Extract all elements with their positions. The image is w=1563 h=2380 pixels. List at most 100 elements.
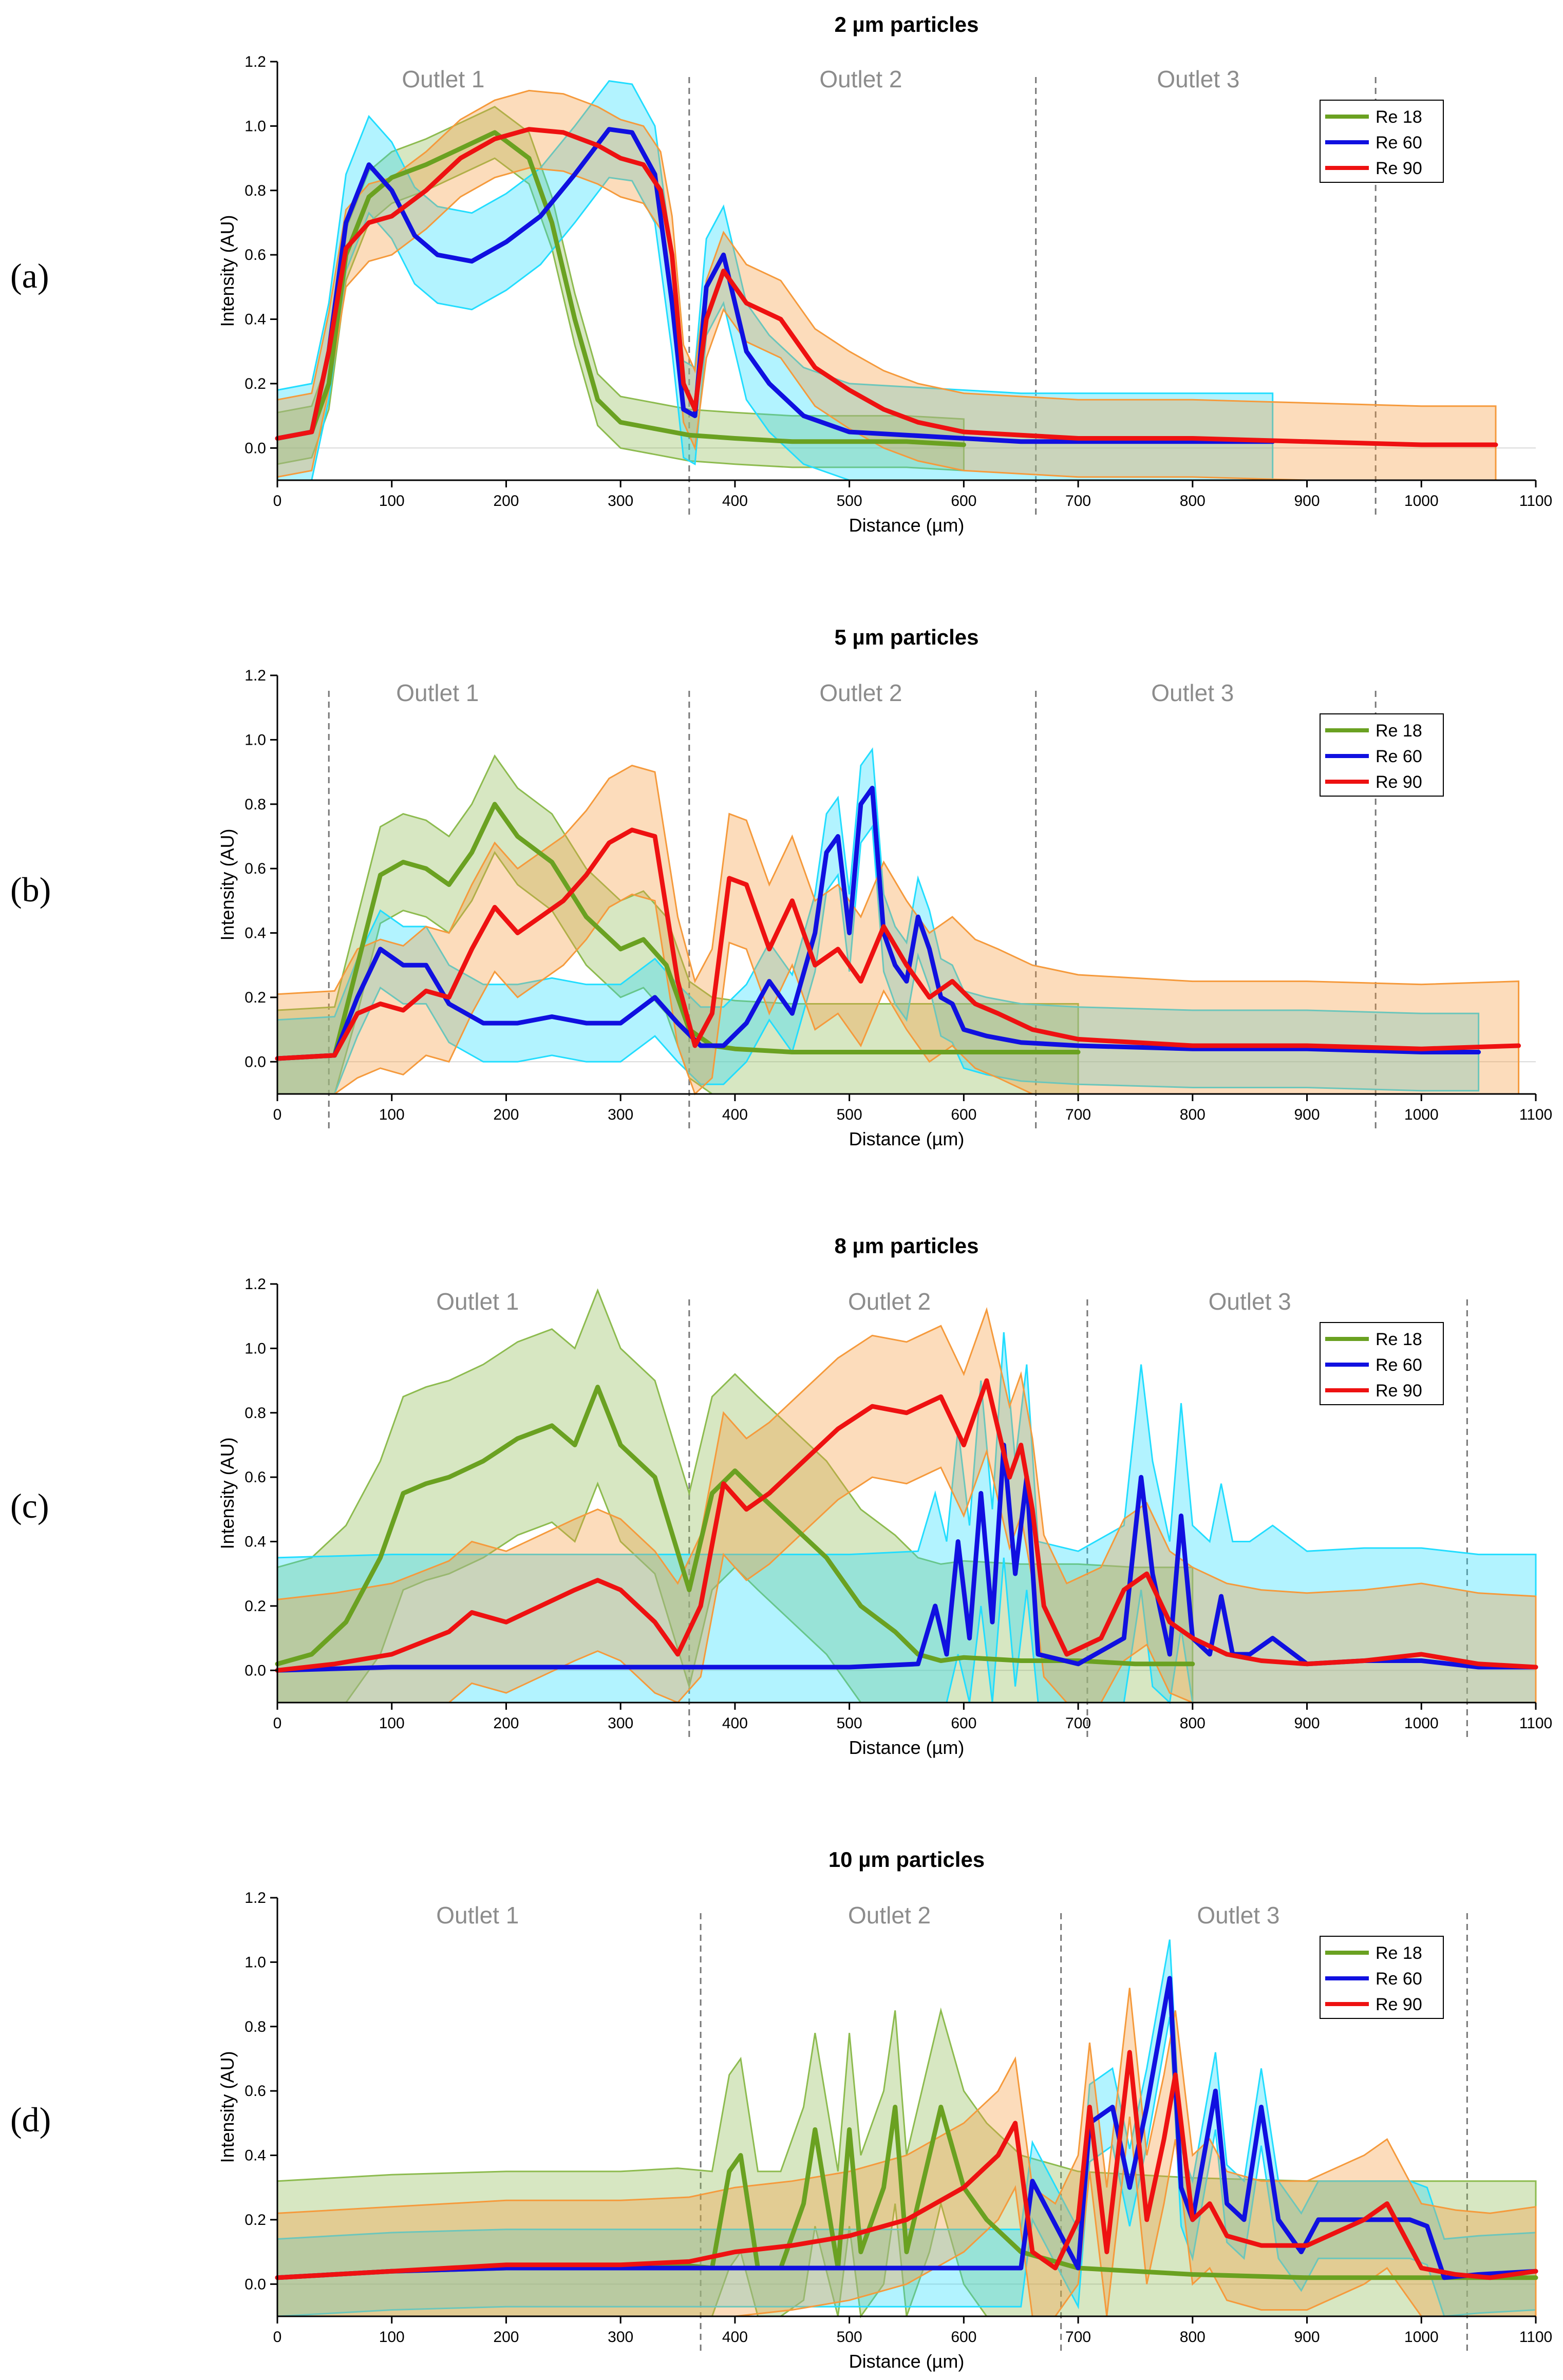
y-tick-label: 0.6	[244, 860, 266, 877]
x-tick-label: 400	[722, 2329, 748, 2346]
legend-entry: Re 90	[1376, 1381, 1422, 1401]
y-tick-label: 1.2	[244, 1276, 266, 1293]
legend-entry: Re 60	[1376, 133, 1422, 153]
y-tick-label: 0.0	[244, 2276, 266, 2293]
y-tick-label: 1.2	[244, 53, 266, 70]
x-tick-label: 100	[379, 493, 405, 509]
y-tick-label: 0.2	[244, 2212, 266, 2228]
chart-title: 2 µm particles	[835, 12, 979, 36]
y-tick-label: 0.2	[244, 1598, 266, 1615]
outlet-label: Outlet 3	[1209, 1288, 1291, 1315]
x-tick-label: 100	[379, 1106, 405, 1123]
x-tick-label: 300	[608, 2329, 633, 2346]
y-tick-label: 1.0	[244, 1954, 266, 1971]
x-tick-label: 900	[1294, 1106, 1320, 1123]
chart-title: 10 µm particles	[828, 1847, 985, 1872]
x-tick-label: 0	[273, 1715, 282, 1732]
series-line-re60	[275, 785, 1481, 1061]
x-axis-label: Distance (µm)	[849, 2351, 965, 2372]
panel-label: (d)	[10, 2100, 51, 2139]
x-tick-label: 300	[608, 493, 633, 509]
x-tick-label: 600	[951, 2329, 976, 2346]
legend: Re 18 Re 60 Re 90	[1320, 1322, 1444, 1405]
y-tick-label: 0.8	[244, 796, 266, 813]
y-axis-label: Intensity (AU)	[217, 215, 238, 327]
x-tick-label: 300	[608, 1106, 633, 1123]
x-axis-label: Distance (µm)	[849, 1128, 965, 1149]
legend: Re 18 Re 60 Re 90	[1320, 1936, 1444, 2019]
x-tick-label: 1100	[1519, 493, 1553, 509]
panel-label: (a)	[10, 256, 49, 295]
y-tick-label: 0.4	[244, 925, 266, 942]
x-tick-label: 500	[837, 1715, 862, 1732]
outlet-label: Outlet 1	[436, 1288, 519, 1315]
series-line-re90	[275, 2050, 1538, 2280]
panel-1: (b) 5 µm particles Outlet 1 Outlet 2 Outlet …	[10, 625, 1552, 1149]
x-tick-label: 600	[951, 1106, 976, 1123]
y-tick-label: 0.0	[244, 1662, 266, 1679]
x-axis-label: Distance (µm)	[849, 1737, 965, 1758]
y-tick-label: 1.0	[244, 118, 266, 135]
x-tick-label: 900	[1294, 2329, 1320, 2346]
outlet-label: Outlet 1	[402, 66, 484, 92]
x-tick-label: 500	[837, 2329, 862, 2346]
x-tick-label: 1000	[1404, 2329, 1439, 2346]
x-tick-label: 100	[379, 1715, 405, 1732]
panel-label: (c)	[10, 1486, 49, 1525]
outlet-label: Outlet 1	[436, 1902, 519, 1929]
x-tick-label: 500	[837, 493, 862, 509]
x-axis-label: Distance (µm)	[849, 515, 965, 536]
series-line-re60	[275, 1443, 1538, 1673]
x-tick-label: 700	[1065, 1106, 1091, 1123]
panel-2: (c) 8 µm particles Outlet 1 Outlet 2 Outlet …	[10, 1234, 1552, 1758]
x-tick-label: 1100	[1519, 2329, 1553, 2346]
outlet-label: Outlet 2	[819, 679, 902, 706]
y-tick-label: 1.0	[244, 731, 266, 748]
y-tick-label: 0.4	[244, 1534, 266, 1551]
x-tick-label: 700	[1065, 493, 1091, 509]
x-tick-label: 700	[1065, 2329, 1091, 2346]
y-tick-label: 0.6	[244, 2083, 266, 2100]
series-line-re18	[275, 1385, 1195, 1667]
x-tick-label: 300	[608, 1715, 633, 1732]
chart-title: 8 µm particles	[835, 1234, 979, 1258]
series-line-re90	[275, 1378, 1538, 1673]
x-tick-label: 0	[273, 493, 282, 509]
outlet-label: Outlet 2	[819, 66, 902, 92]
y-tick-label: 0.6	[244, 247, 266, 263]
outlet-label: Outlet 2	[848, 1288, 931, 1315]
x-tick-label: 0	[273, 1106, 282, 1123]
y-tick-label: 1.2	[244, 667, 266, 684]
y-tick-label: 1.0	[244, 1340, 266, 1357]
x-tick-label: 1000	[1404, 1106, 1439, 1123]
x-tick-label: 900	[1294, 493, 1320, 509]
x-tick-label: 1000	[1404, 493, 1439, 509]
x-tick-label: 800	[1180, 1106, 1206, 1123]
x-tick-label: 200	[493, 493, 519, 509]
x-tick-label: 800	[1180, 1715, 1206, 1732]
series-line-re90	[275, 827, 1521, 1061]
y-tick-label: 0.4	[244, 2147, 266, 2164]
legend-entry: Re 18	[1376, 1943, 1422, 1963]
panel-3: (d) 10 µm particles Outlet 1 Outlet 2 Outlet…	[10, 1847, 1552, 2372]
x-tick-label: 1100	[1519, 1715, 1553, 1732]
legend-entry: Re 90	[1376, 1995, 1422, 2014]
x-tick-label: 200	[493, 1715, 519, 1732]
x-tick-label: 700	[1065, 1715, 1091, 1732]
y-tick-label: 0.0	[244, 440, 266, 457]
y-tick-label: 0.6	[244, 1469, 266, 1486]
x-tick-label: 0	[273, 2329, 282, 2346]
y-tick-label: 0.8	[244, 2018, 266, 2035]
series-line-re18	[275, 802, 1081, 1061]
x-tick-label: 1000	[1404, 1715, 1439, 1732]
x-tick-label: 1100	[1519, 1106, 1553, 1123]
x-tick-label: 600	[951, 1715, 976, 1732]
x-tick-label: 200	[493, 1106, 519, 1123]
x-tick-label: 100	[379, 2329, 405, 2346]
x-tick-label: 400	[722, 493, 748, 509]
y-tick-label: 1.2	[244, 1890, 266, 1906]
series-line-re18	[275, 130, 966, 447]
legend-entry: Re 60	[1376, 747, 1422, 766]
